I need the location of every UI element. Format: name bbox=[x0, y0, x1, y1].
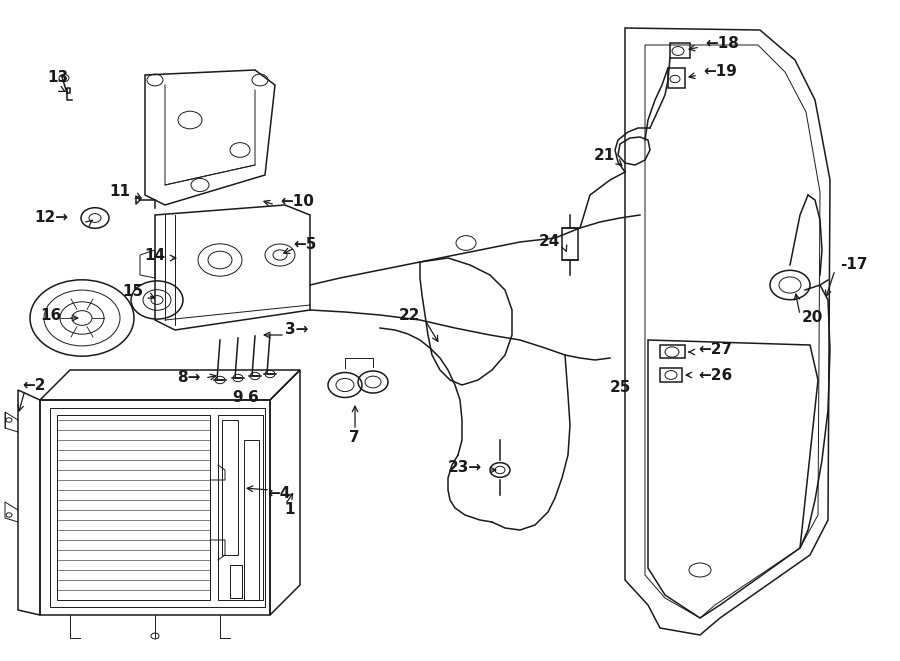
Text: 15: 15 bbox=[122, 284, 143, 299]
Text: 23→: 23→ bbox=[448, 461, 482, 475]
Text: 24: 24 bbox=[538, 235, 560, 249]
Text: ←4: ←4 bbox=[267, 485, 291, 500]
Text: 21: 21 bbox=[594, 147, 615, 163]
Text: 25: 25 bbox=[609, 381, 631, 395]
Text: ←18: ←18 bbox=[705, 36, 739, 50]
Text: 22: 22 bbox=[399, 307, 420, 323]
Text: ←27: ←27 bbox=[698, 342, 732, 356]
Text: 7: 7 bbox=[348, 430, 359, 446]
Text: 16: 16 bbox=[40, 307, 62, 323]
Text: 13: 13 bbox=[48, 71, 68, 85]
Text: ←26: ←26 bbox=[698, 368, 733, 383]
Text: 1: 1 bbox=[284, 502, 294, 518]
Text: 8→: 8→ bbox=[176, 371, 200, 385]
Text: ←5: ←5 bbox=[293, 237, 317, 251]
Text: 9: 9 bbox=[233, 391, 243, 405]
Text: 12→: 12→ bbox=[34, 210, 68, 225]
Text: 6: 6 bbox=[248, 391, 258, 405]
Text: ←2: ←2 bbox=[22, 377, 46, 393]
Text: 14: 14 bbox=[144, 247, 165, 262]
Text: 11: 11 bbox=[109, 184, 130, 200]
Text: ←19: ←19 bbox=[703, 65, 737, 79]
Text: 20: 20 bbox=[802, 311, 824, 325]
Text: -17: -17 bbox=[840, 258, 868, 272]
Text: 3→: 3→ bbox=[285, 323, 309, 338]
Text: ←10: ←10 bbox=[280, 194, 314, 210]
